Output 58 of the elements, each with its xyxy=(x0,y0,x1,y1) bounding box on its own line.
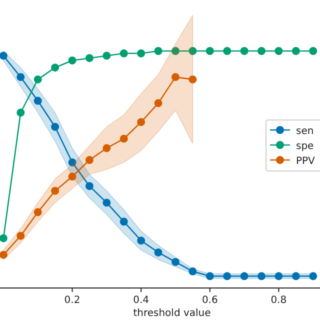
point xyxy=(223,47,232,55)
point xyxy=(51,64,60,72)
point xyxy=(0,52,8,60)
point xyxy=(240,272,248,280)
point xyxy=(171,258,180,266)
x-tick-label: 0.8 xyxy=(270,295,287,306)
x-tick-label: 0.4 xyxy=(133,295,150,306)
point xyxy=(34,208,42,216)
point xyxy=(68,158,76,166)
point xyxy=(16,232,25,240)
point xyxy=(274,47,283,55)
point xyxy=(240,47,248,55)
point xyxy=(206,47,214,55)
point xyxy=(102,144,111,152)
point xyxy=(154,47,162,55)
point xyxy=(68,56,76,64)
point xyxy=(171,73,180,82)
point xyxy=(34,96,42,105)
point xyxy=(292,272,300,280)
point xyxy=(16,108,25,117)
point xyxy=(171,47,180,55)
point xyxy=(68,172,76,181)
x-axis-title: threshold value xyxy=(133,308,211,319)
point xyxy=(85,182,94,190)
point xyxy=(120,134,128,143)
point xyxy=(34,75,42,84)
point xyxy=(292,47,300,55)
point xyxy=(137,49,146,58)
point xyxy=(258,47,266,55)
point xyxy=(102,198,111,207)
x-tick-label: 0.2 xyxy=(64,295,80,306)
point xyxy=(154,248,162,256)
point xyxy=(16,73,25,82)
point xyxy=(206,272,214,280)
point xyxy=(137,118,146,126)
point xyxy=(274,272,283,280)
point xyxy=(85,156,94,164)
point xyxy=(188,47,197,55)
point xyxy=(102,52,111,60)
point xyxy=(188,75,197,84)
point xyxy=(85,54,94,62)
point xyxy=(223,272,232,280)
point xyxy=(120,49,128,58)
point xyxy=(309,47,318,55)
point xyxy=(0,234,8,242)
point xyxy=(258,272,266,280)
point xyxy=(188,267,197,276)
point xyxy=(309,272,318,280)
legend-label: sen xyxy=(296,126,314,137)
point xyxy=(154,99,162,108)
legend-label: spe xyxy=(296,141,314,152)
point xyxy=(120,218,128,226)
x-tick-label: 0.6 xyxy=(202,295,218,306)
point xyxy=(0,250,8,259)
point xyxy=(51,186,60,195)
point xyxy=(137,236,146,245)
legend-label: PPV xyxy=(296,156,316,167)
point xyxy=(51,122,60,131)
